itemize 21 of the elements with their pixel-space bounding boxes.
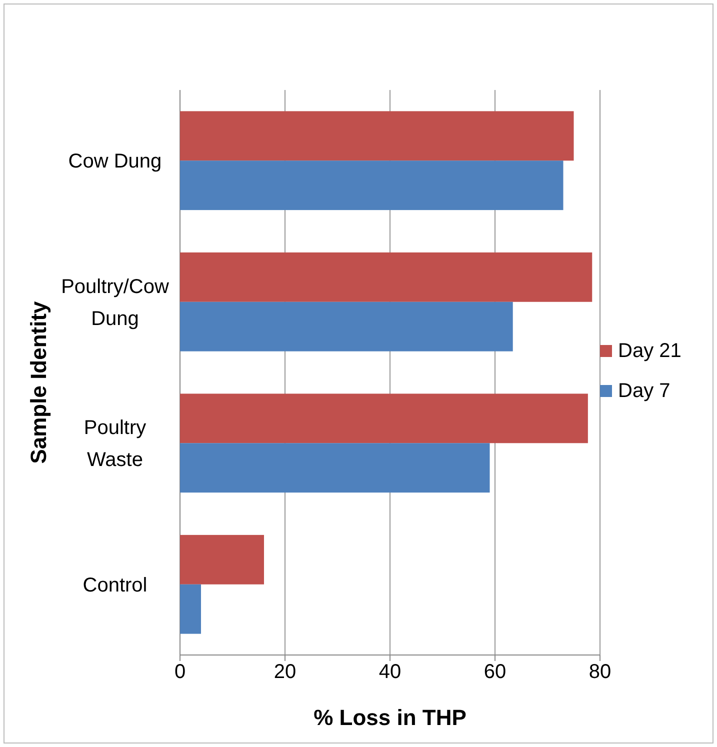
x-tick-label: 60 — [484, 661, 506, 684]
bar — [180, 534, 264, 584]
y-tick-label: Poultry/Cow Dung — [61, 276, 170, 330]
legend-label: Day 7 — [618, 380, 670, 402]
y-tick-label: Poultry Waste — [84, 417, 146, 472]
bar — [180, 111, 574, 161]
x-axis-title: % Loss in THP — [314, 705, 466, 730]
x-tick-label: 40 — [378, 661, 402, 684]
bar — [180, 584, 201, 634]
x-tick-label: 0 — [174, 661, 186, 684]
legend-label: Day 21 — [618, 340, 682, 362]
bar — [180, 394, 588, 444]
bar — [180, 302, 513, 352]
bar — [180, 160, 564, 210]
y-tick-label: Cow Dung — [68, 150, 162, 173]
y-axis-title: Sample Identity — [26, 300, 51, 464]
bar — [180, 443, 490, 493]
x-tick-label: 80 — [588, 661, 612, 684]
x-tick-label: 20 — [274, 661, 296, 684]
y-tick-label: Control — [82, 574, 148, 596]
bar — [180, 252, 592, 302]
